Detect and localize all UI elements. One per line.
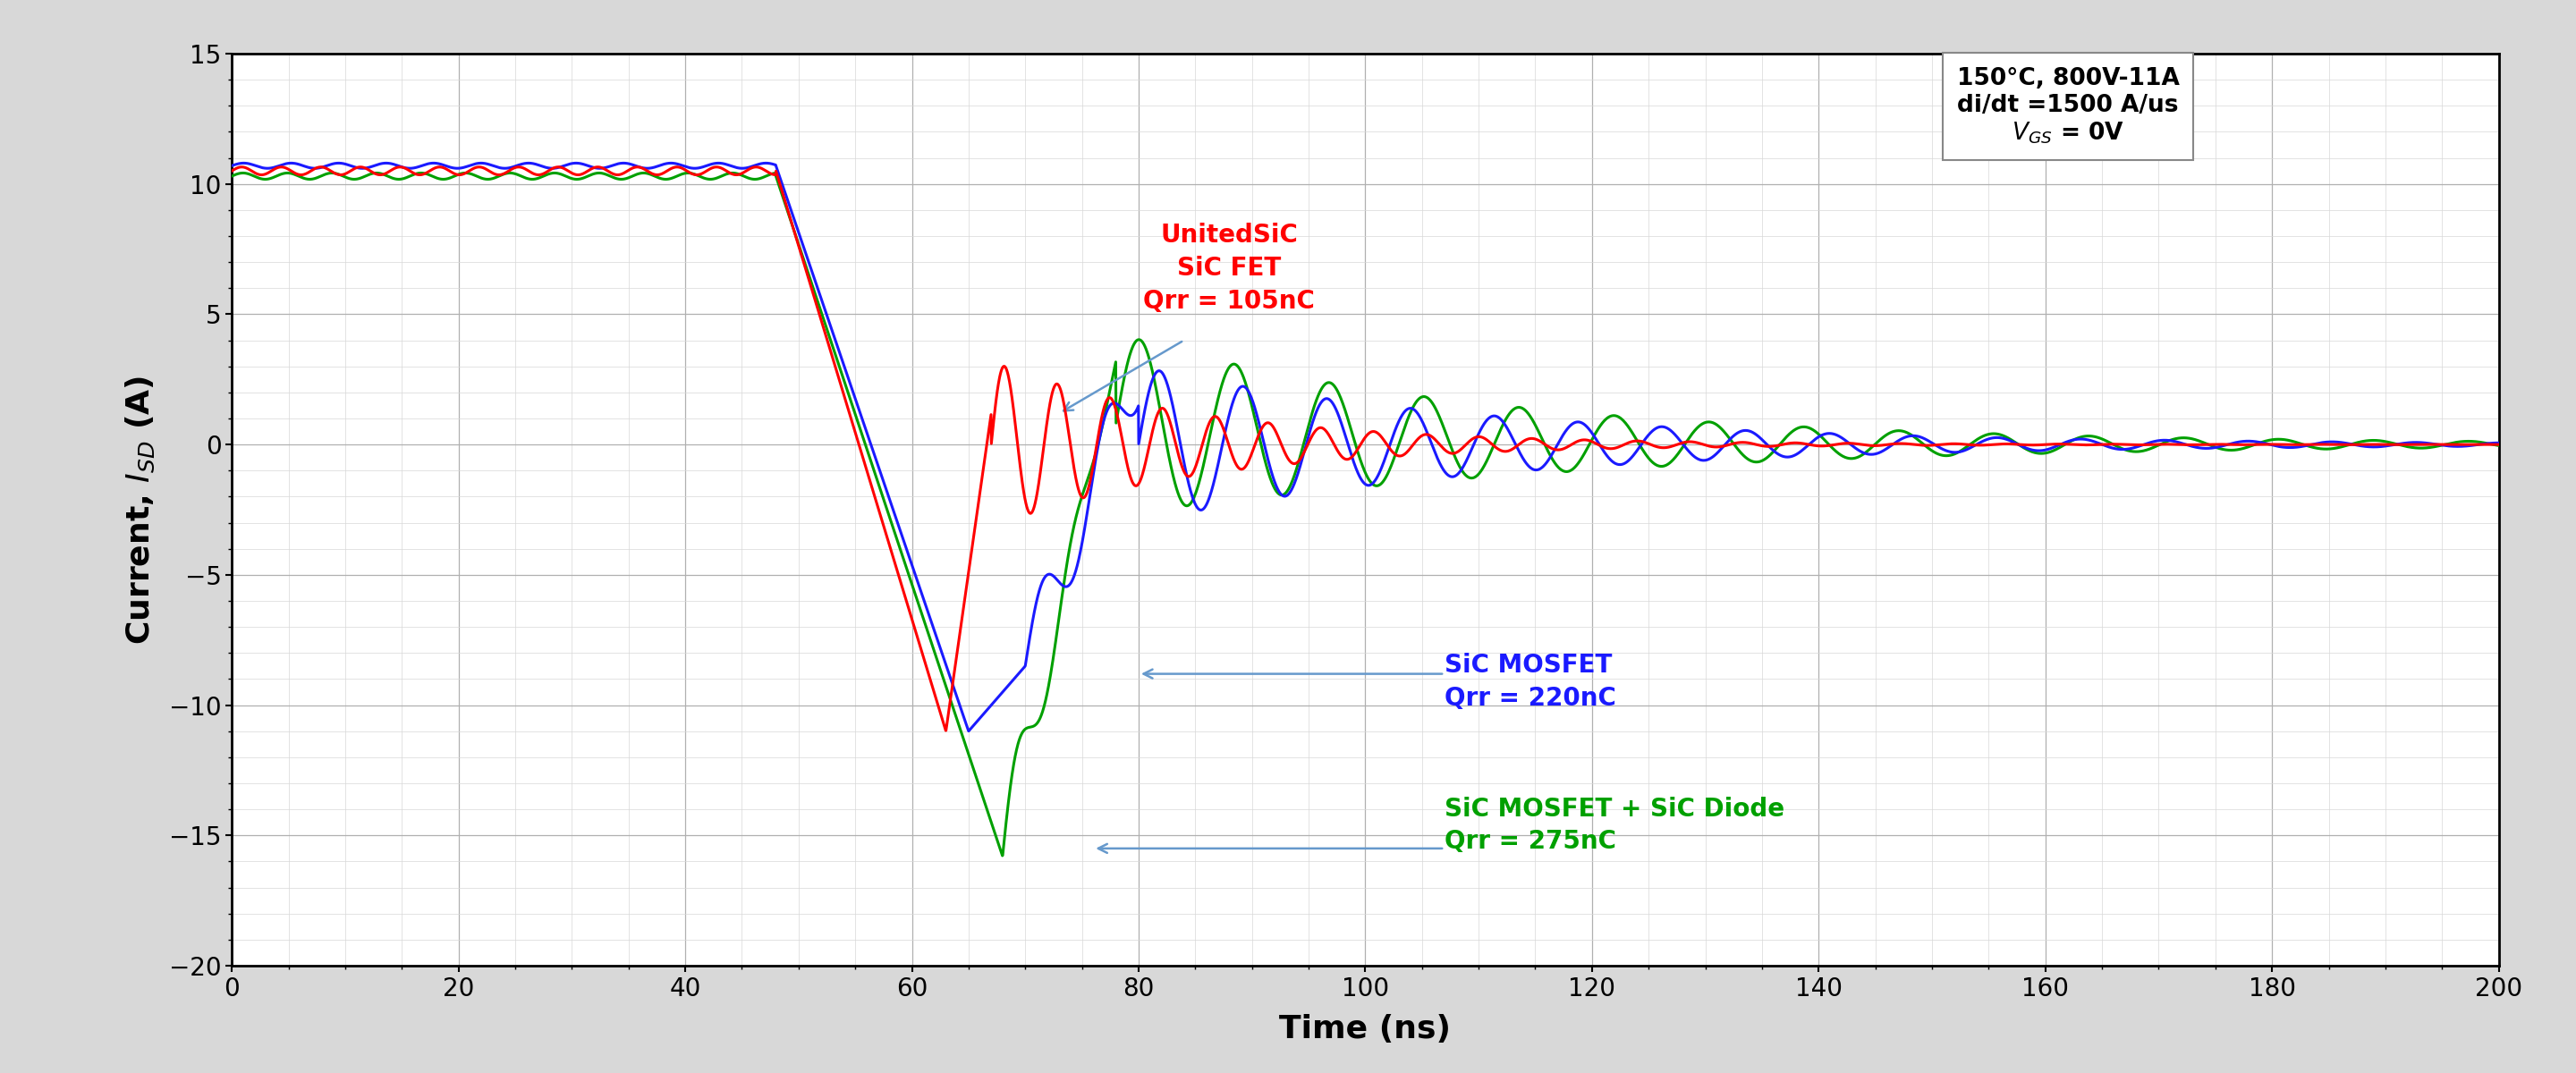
Text: 150°C, 800V-11A
di/dt =1500 A/us
$V_{GS}$ = 0V: 150°C, 800V-11A di/dt =1500 A/us $V_{GS}… [1958,67,2179,146]
X-axis label: Time (ns): Time (ns) [1280,1014,1450,1044]
Text: SiC MOSFET + SiC Diode
Qrr = 275nC: SiC MOSFET + SiC Diode Qrr = 275nC [1445,796,1785,854]
Text: UnitedSiC
SiC FET
Qrr = 105nC: UnitedSiC SiC FET Qrr = 105nC [1144,223,1316,314]
Text: SiC MOSFET
Qrr = 220nC: SiC MOSFET Qrr = 220nC [1445,653,1615,711]
Y-axis label: Current, $I_{SD}$ (A): Current, $I_{SD}$ (A) [124,374,157,645]
